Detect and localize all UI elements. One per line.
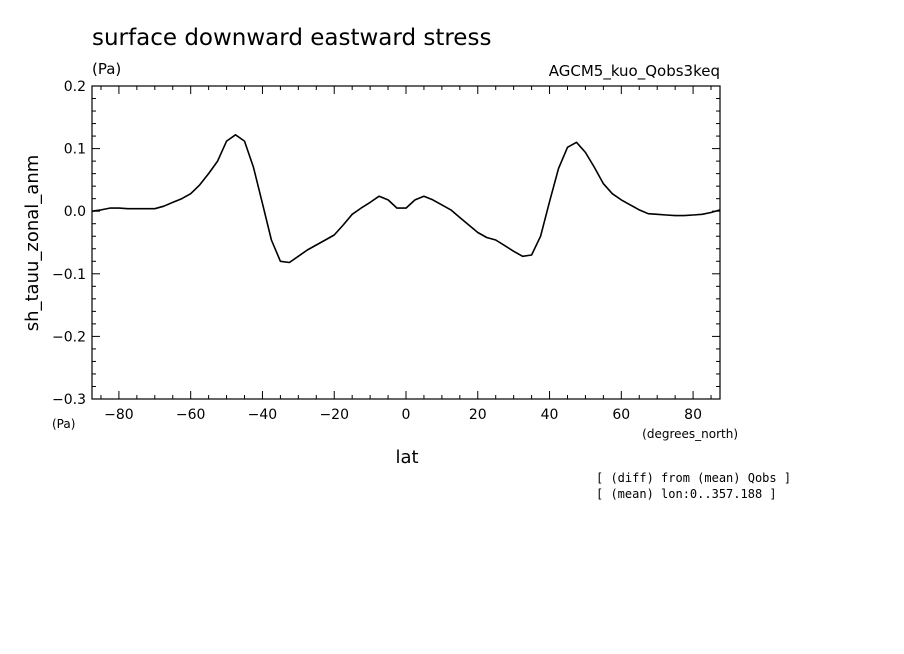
x-axis-label: lat [395, 447, 418, 468]
note-line-2: [ (mean) lon:0..357.188 ] [596, 487, 777, 501]
series-line [91, 134, 721, 264]
x-tick-label: −60 [176, 407, 206, 423]
x-tick-label: 20 [469, 407, 487, 423]
x-tick-label: −80 [104, 407, 134, 423]
x-tick-label: 80 [684, 407, 702, 423]
x-tick-label: 40 [541, 407, 559, 423]
y-tick-label: 0.1 [64, 142, 86, 158]
y-tick-label: 0.2 [64, 79, 86, 95]
x-tick-label: 60 [612, 407, 630, 423]
axis-ticks [92, 85, 720, 400]
units-label: (Pa) [92, 60, 121, 78]
note-line-1: [ (diff) from (mean) Qobs ] [596, 471, 791, 485]
model-label: AGCM5_kuo_Qobs3keq [549, 62, 720, 81]
x-tick-label: −40 [248, 407, 278, 423]
y-tick-labels: 0.2 0.1 0.0 −0.1 −0.2 −0.3 [52, 79, 86, 408]
y-tick-label: −0.3 [52, 392, 86, 408]
chart-title: surface downward eastward stress [92, 25, 491, 51]
x-tick-label: −20 [319, 407, 349, 423]
x-axis-units: (degrees_north) [642, 427, 738, 441]
y-tick-label: 0.0 [64, 204, 86, 220]
y-axis-units: (Pa) [52, 417, 75, 431]
y-axis-label: sh_tauu_zonal_anm [22, 155, 43, 332]
y-tick-label: −0.2 [52, 329, 86, 345]
x-tick-label: 0 [402, 407, 411, 423]
x-tick-labels: −80 −60 −40 −20 0 20 40 60 80 [104, 407, 702, 423]
plot-frame [91, 85, 721, 400]
y-tick-label: −0.1 [52, 267, 86, 283]
